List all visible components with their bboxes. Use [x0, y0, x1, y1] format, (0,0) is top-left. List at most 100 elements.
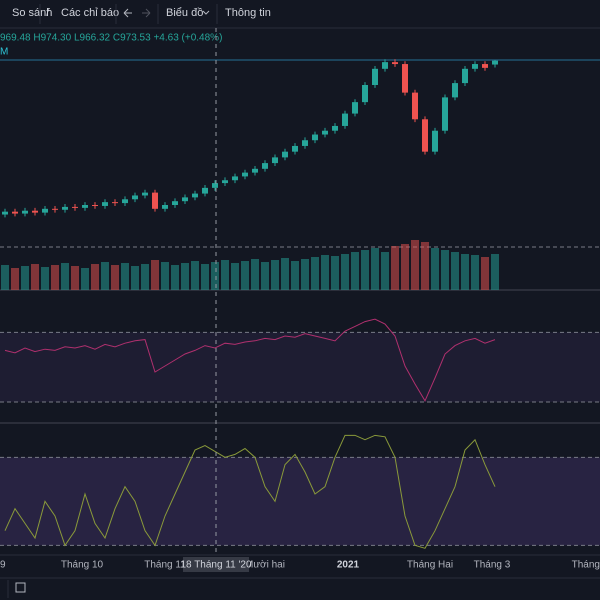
volume-bar	[71, 266, 79, 290]
candle-body	[482, 64, 488, 68]
volume-bar	[191, 261, 199, 290]
candle-body	[452, 83, 458, 98]
volume-bar	[301, 259, 309, 290]
volume-bar	[391, 246, 399, 290]
compare-button[interactable]: So sánh	[12, 7, 52, 19]
candle-body	[222, 180, 228, 184]
volume-bar	[81, 268, 89, 290]
volume-bar	[351, 252, 359, 290]
info-button[interactable]: Thông tin	[225, 7, 271, 19]
candle-body	[72, 206, 78, 208]
time-label: 9	[0, 560, 6, 571]
volume-bar	[201, 264, 209, 290]
time-label: Mười hai	[245, 560, 285, 571]
candle-body	[32, 210, 38, 213]
candle-body	[12, 211, 18, 214]
redo-icon[interactable]	[142, 8, 151, 18]
candle-body	[82, 205, 88, 208]
volume-bar	[281, 258, 289, 290]
volume-bar	[371, 248, 379, 290]
candle-body	[292, 145, 298, 152]
volume-bar	[131, 266, 139, 290]
volume-bar	[151, 260, 159, 290]
indicator-legend: M	[0, 47, 8, 58]
candle-body	[92, 205, 98, 206]
candle-body	[382, 62, 388, 69]
candle-body	[432, 130, 438, 152]
volume-bar	[401, 244, 409, 290]
candle-body	[262, 163, 268, 169]
volume-bar	[341, 254, 349, 290]
candle-body	[172, 201, 178, 205]
volume-bar	[101, 262, 109, 290]
candle-body	[332, 125, 338, 131]
volume-bar	[121, 263, 129, 290]
volume-bar	[471, 255, 479, 290]
candle-body	[42, 208, 48, 213]
volume-bar	[91, 264, 99, 290]
time-label: Tháng 11	[144, 560, 186, 571]
candle-body	[212, 183, 218, 188]
candle-body	[22, 210, 28, 214]
candle-body	[302, 140, 308, 146]
fx-icon[interactable]: f	[46, 7, 50, 19]
chart-type-button[interactable]: Biểu đồ	[166, 7, 203, 19]
candle-body	[422, 119, 428, 152]
candle-body	[342, 113, 348, 126]
candle-body	[282, 151, 288, 158]
volume-bar	[1, 265, 9, 290]
volume-bar	[421, 242, 429, 290]
candle-body	[2, 211, 8, 215]
volume-bar	[141, 264, 149, 290]
dropdown-icon[interactable]	[202, 10, 210, 15]
volume-bar	[291, 261, 299, 290]
time-label: Tháng 4	[572, 560, 600, 571]
time-label: 2021	[337, 560, 360, 571]
candle-body	[52, 208, 58, 210]
candle-body	[232, 176, 238, 181]
volume-bar	[481, 257, 489, 290]
candle-body	[312, 134, 318, 141]
volume-bar	[241, 261, 249, 290]
time-label: Tháng 3	[474, 560, 511, 571]
candle-body	[122, 199, 128, 204]
volume-bar	[161, 262, 169, 290]
volume-bar	[41, 267, 49, 290]
date-range-icon[interactable]	[15, 582, 26, 593]
volume-bar	[321, 255, 329, 290]
volume-bar	[21, 266, 29, 290]
crosshair-label-box	[183, 557, 249, 572]
oscillator-line	[4, 318, 496, 402]
candle-body	[412, 92, 418, 120]
volume-bar	[221, 260, 229, 290]
undo-icon[interactable]	[123, 8, 132, 18]
volume-bar	[111, 265, 119, 290]
volume-bar	[431, 248, 439, 290]
volume-bar	[261, 262, 269, 290]
volume-bar	[461, 254, 469, 290]
candle-body	[112, 202, 118, 204]
oscillator-line	[4, 434, 496, 549]
volume-bar	[411, 240, 419, 290]
volume-bar	[311, 257, 319, 290]
indicators-button[interactable]: Các chỉ báo	[61, 7, 119, 19]
volume-bar	[181, 263, 189, 290]
candle-body	[252, 168, 258, 173]
candle-body	[392, 62, 398, 65]
volume-bar	[11, 268, 19, 290]
volume-bar	[331, 256, 339, 290]
volume-bar	[31, 264, 39, 290]
candle-body	[202, 187, 208, 194]
candle-body	[442, 97, 448, 131]
band	[0, 332, 600, 402]
candle-body	[162, 205, 168, 209]
volume-bar	[361, 250, 369, 290]
volume-bar	[491, 254, 499, 290]
volume-bar	[211, 262, 219, 290]
volume-bar	[271, 260, 279, 290]
candle-body	[182, 197, 188, 202]
candle-body	[322, 130, 328, 135]
volume-bar	[61, 263, 69, 290]
